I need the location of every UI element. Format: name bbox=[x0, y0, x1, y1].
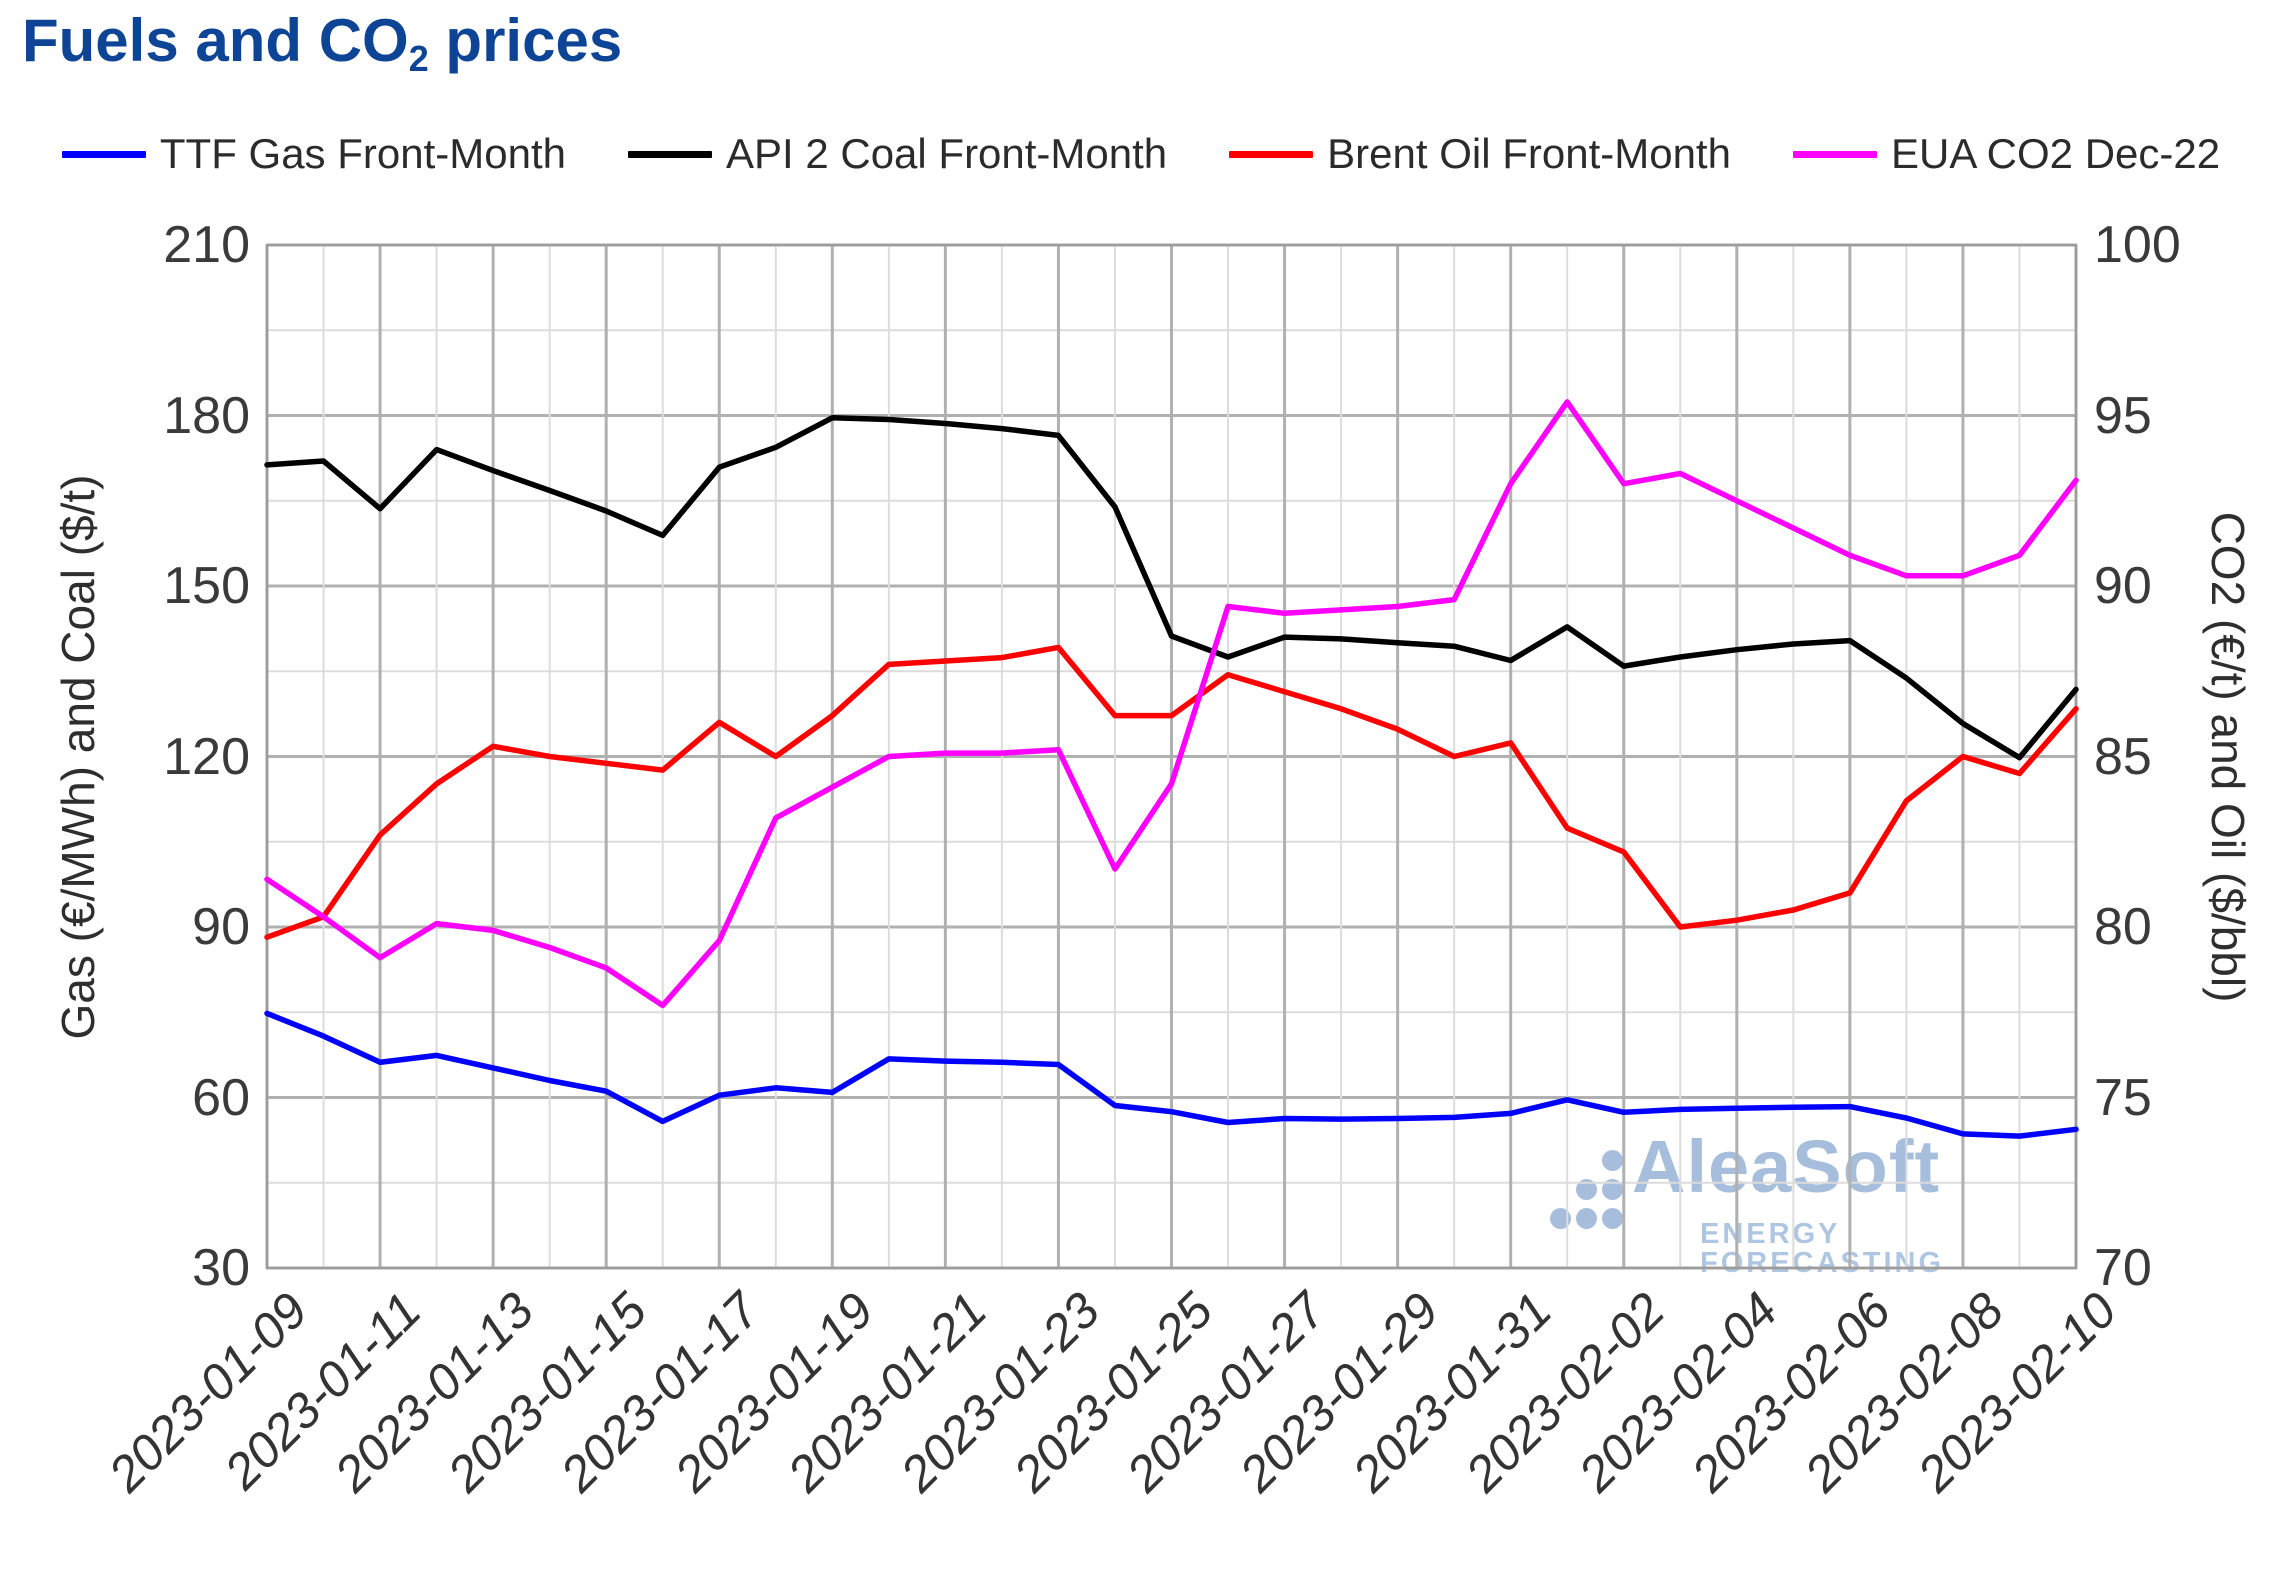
chart-legend: TTF Gas Front-Month API 2 Coal Front-Mon… bbox=[0, 130, 2282, 178]
left-axis-title: Gas (€/MWh) and Coal ($/t) bbox=[52, 474, 104, 1040]
right-axis-tick-label: 85 bbox=[2094, 727, 2152, 786]
logo-dot-icon bbox=[1602, 1179, 1623, 1200]
right-axis-title: CO2 (€/t) and Oil ($/bbl) bbox=[2202, 511, 2254, 1003]
series-line-eua-co2-dec-22 bbox=[264, 399, 2079, 1009]
logo-dot-icon bbox=[1576, 1179, 1597, 1200]
page-title-main: Fuels and CO bbox=[22, 7, 409, 74]
left-axis-tick-label: 60 bbox=[192, 1068, 250, 1127]
logo-dot-icon bbox=[1602, 1208, 1623, 1229]
right-axis-tick-label: 100 bbox=[2094, 216, 2181, 274]
gas-line-swatch-icon bbox=[61, 150, 146, 158]
right-axis-tick-label: 80 bbox=[2094, 898, 2152, 956]
logo-dot-icon bbox=[1602, 1150, 1623, 1171]
page-title-tail: prices bbox=[428, 7, 623, 74]
left-axis-tick-label: 150 bbox=[163, 557, 250, 615]
co2-line-swatch-icon bbox=[1792, 150, 1877, 158]
legend-label: API 2 Coal Front-Month bbox=[725, 130, 1168, 177]
logo-dot-icon bbox=[1550, 1208, 1571, 1229]
legend-label: Brent Oil Front-Month bbox=[1327, 130, 1731, 177]
page-title: Fuels and CO2 prices bbox=[22, 8, 622, 79]
plot-area bbox=[264, 243, 2079, 1270]
series-line-api-2-coal-front-month bbox=[264, 415, 2079, 761]
chart-canvas bbox=[264, 243, 2079, 1270]
left-axis-tick-label: 90 bbox=[192, 898, 250, 956]
series-line-brent-oil-front-month bbox=[264, 644, 2079, 940]
right-axis-tick-label: 70 bbox=[2094, 1239, 2152, 1297]
coal-line-swatch-icon bbox=[627, 150, 712, 158]
left-axis-tick-label: 180 bbox=[163, 386, 250, 445]
legend-item-eua-co2: EUA CO2 Dec-22 bbox=[1792, 130, 2221, 178]
aleasoft-watermark: AleaSoft ENERGY FORECASTING bbox=[1540, 1128, 2060, 1278]
watermark-name: AleaSoft bbox=[1632, 1125, 1941, 1208]
legend-item-brent-oil: Brent Oil Front-Month bbox=[1229, 130, 1731, 178]
page-title-subscript: 2 bbox=[408, 38, 429, 80]
legend-item-ttf-gas: TTF Gas Front-Month bbox=[61, 130, 566, 178]
right-axis-tick-label: 75 bbox=[2094, 1068, 2152, 1127]
logo-dot-icon bbox=[1576, 1208, 1597, 1229]
left-axis-tick-label: 210 bbox=[163, 216, 250, 274]
series-line-ttf-gas-front-month bbox=[264, 1010, 2079, 1139]
left-axis-tick-label: 120 bbox=[163, 727, 250, 786]
watermark-tagline: ENERGY FORECASTING bbox=[1700, 1218, 1945, 1279]
legend-item-api2-coal: API 2 Coal Front-Month bbox=[627, 130, 1168, 178]
right-axis-tick-label: 95 bbox=[2094, 386, 2152, 445]
oil-line-swatch-icon bbox=[1229, 150, 1314, 158]
legend-label: EUA CO2 Dec-22 bbox=[1890, 130, 2221, 177]
legend-label: TTF Gas Front-Month bbox=[159, 130, 566, 177]
plot-border bbox=[265, 243, 2078, 1270]
right-axis-tick-label: 90 bbox=[2094, 557, 2152, 615]
left-axis-tick-label: 30 bbox=[192, 1239, 250, 1297]
